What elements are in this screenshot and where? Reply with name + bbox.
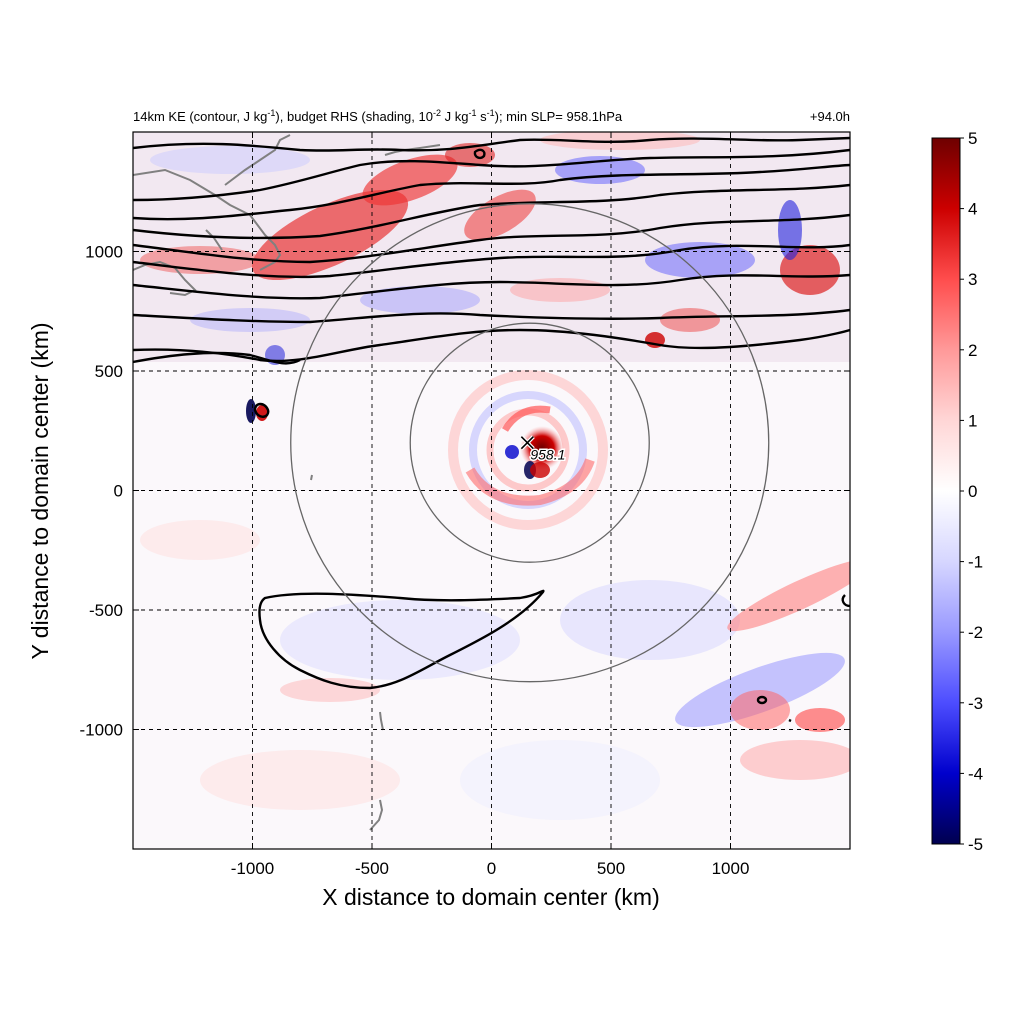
x-axis-ticks: -1000 -500 0 500 1000 <box>231 132 750 878</box>
y-tick-label: 0 <box>114 482 123 501</box>
range-circle <box>290 203 770 683</box>
y-tick-label: 500 <box>95 362 123 381</box>
y-axis-label: Y distance to domain center (km) <box>27 322 53 659</box>
y-axis-ticks: -1000 -500 0 500 1000 <box>80 243 850 740</box>
colorbar-tick-label: 0 <box>968 482 977 501</box>
x-axis-label: X distance to domain center (km) <box>322 884 659 910</box>
colorbar-ticks: 5 4 3 2 1 0 -1 -2 -3 -4 -5 <box>960 129 983 854</box>
y-tick-label: 1000 <box>85 243 123 262</box>
colorbar-tick-label: 2 <box>968 341 977 360</box>
x-tick-label: -1000 <box>231 859 274 878</box>
colorbar <box>932 138 960 844</box>
colorbar-tick-label: 3 <box>968 270 977 289</box>
storm-center-marker: 958.1 <box>519 435 567 464</box>
colorbar-tick-label: 1 <box>968 411 977 430</box>
x-tick-label: 0 <box>487 859 496 878</box>
y-tick-label: -1000 <box>80 721 123 740</box>
range-circle <box>409 322 650 563</box>
chart-title: 14km KE (contour, J kg-1), budget RHS (s… <box>133 108 623 124</box>
center-x-icon <box>520 436 534 450</box>
x-tick-label: -500 <box>355 859 389 878</box>
y-tick-label: -500 <box>89 601 123 620</box>
x-tick-label: 500 <box>597 859 625 878</box>
min-slp-label: 958.1 <box>530 447 565 463</box>
colorbar-tick-label: -5 <box>968 835 983 854</box>
time-label: +94.0h <box>810 109 850 124</box>
x-tick-label: 1000 <box>712 859 750 878</box>
plot-area: 958.1 <box>133 132 850 849</box>
colorbar-tick-label: 4 <box>968 200 977 219</box>
ke-contours <box>133 136 850 723</box>
colorbar-tick-label: -3 <box>968 694 983 713</box>
colorbar-tick-label: -2 <box>968 623 983 642</box>
colorbar-tick-label: -1 <box>968 553 983 572</box>
range-circles <box>290 203 770 683</box>
colorbar-tick-label: -4 <box>968 764 983 783</box>
colorbar-tick-label: 5 <box>968 129 977 148</box>
